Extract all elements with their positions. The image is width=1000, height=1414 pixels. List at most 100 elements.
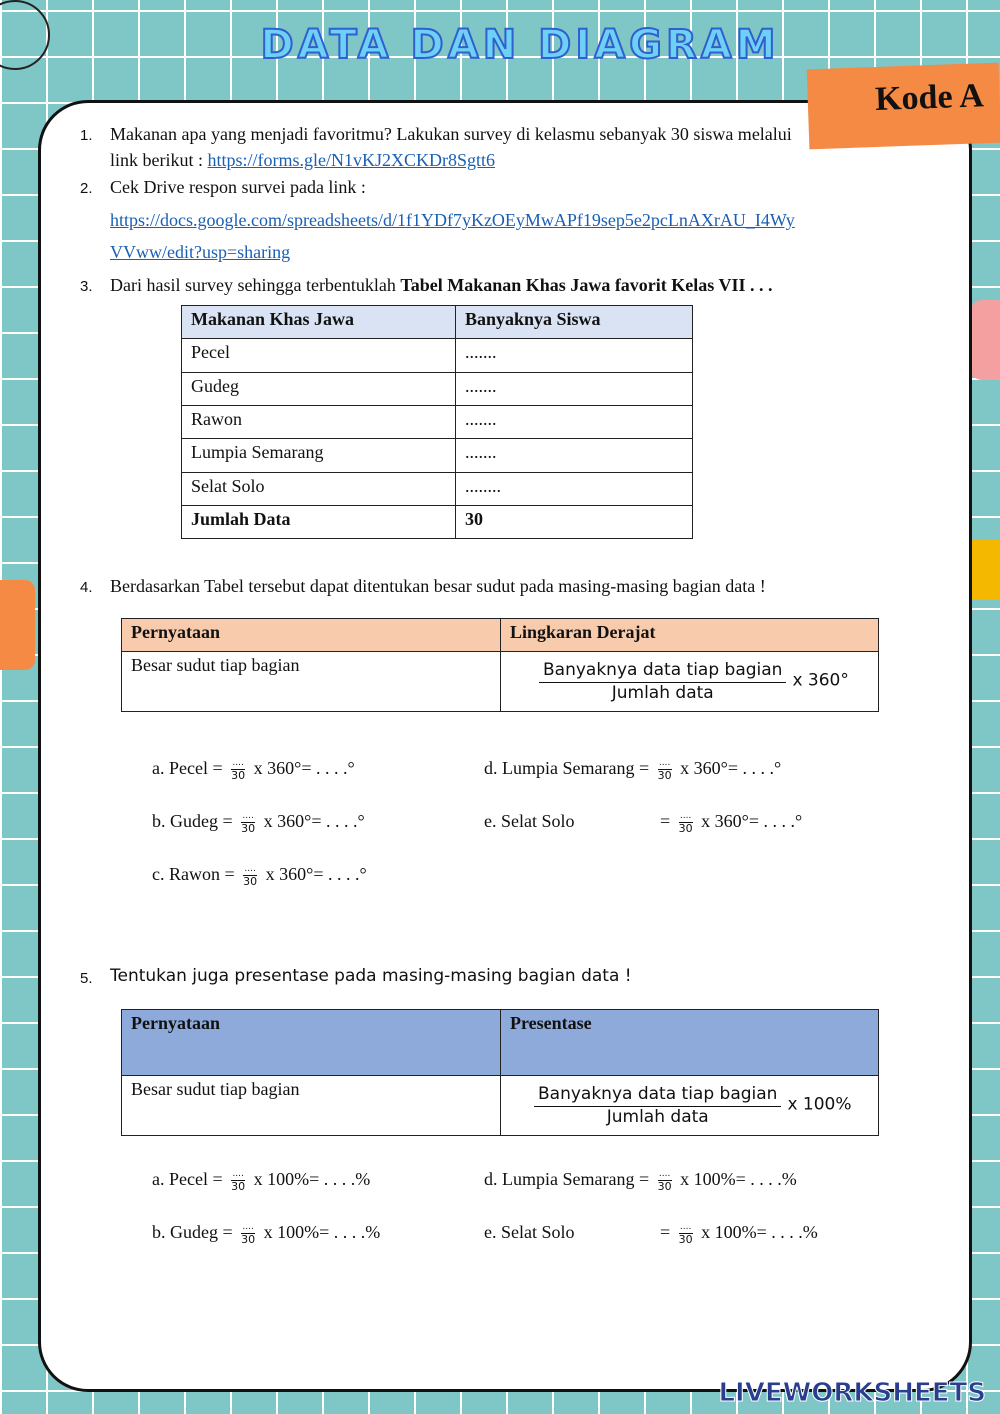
fraction: .... 30	[678, 1222, 693, 1245]
denominator: 30	[243, 875, 258, 889]
fraction: .... 30	[657, 758, 672, 783]
numerator-blank[interactable]: ....	[231, 758, 246, 771]
decoration-blob	[970, 300, 1000, 380]
numerator-blank[interactable]: ....	[243, 864, 258, 877]
percentage-table: Pernyataan Presentase Besar sudut tiap ba…	[121, 1009, 879, 1136]
formula-fraction: Banyaknya data tiap bagian Jumlah data	[539, 660, 787, 703]
formula-fraction: Banyaknya data tiap bagian Jumlah data	[534, 1084, 782, 1127]
q4-text: Berdasarkan Tabel tersebut dapat ditentu…	[110, 576, 766, 596]
forms-link[interactable]: https://forms.gle/N1vKJ2XCKDr8Sgtt6	[207, 150, 496, 170]
calc-item: e. Selat Solo = .... 30 x 360°= . . . .°	[484, 811, 802, 834]
header-cell: Pernyataan	[131, 1013, 220, 1033]
result-blank[interactable]: x 360°= . . . .°	[259, 811, 365, 831]
equals: =	[660, 1222, 675, 1242]
numerator: Banyaknya data tiap bagian	[539, 660, 787, 683]
cell[interactable]: .......	[455, 405, 693, 439]
numerator-blank[interactable]: ....	[657, 1169, 672, 1182]
cell[interactable]: .......	[455, 372, 693, 406]
denominator: 30	[657, 769, 672, 783]
factor: x 100%	[787, 1094, 852, 1115]
fraction: .... 30	[241, 811, 256, 836]
q1-text2: link berikut :	[110, 150, 208, 170]
fraction: .... 30	[243, 864, 258, 889]
q1-number: 1.	[80, 127, 93, 144]
denominator: 30	[231, 769, 246, 783]
table-row: Lumpia Semarang.......	[181, 438, 693, 473]
page-title: DATA DAN DIAGRAM	[259, 21, 780, 69]
fraction: .... 30	[231, 758, 246, 783]
result-blank[interactable]: x 100%= . . . .%	[696, 1222, 818, 1242]
cell: Besar sudut tiap bagian	[121, 1075, 501, 1136]
item-label: d. Lumpia Semarang =	[484, 758, 654, 778]
numerator-blank[interactable]: ....	[678, 1222, 693, 1235]
calc-item: e. Selat Solo = .... 30 x 100%= . . . .%	[484, 1222, 818, 1245]
table-row: Rawon.......	[181, 405, 693, 439]
calc-item: b. Gudeg = .... 30 x 100%= . . . .%	[152, 1222, 380, 1245]
equals: =	[660, 811, 675, 831]
calc-item: c. Rawon = .... 30 x 360°= . . . .°	[152, 864, 367, 887]
calc-item: b. Gudeg = .... 30 x 360°= . . . .°	[152, 811, 365, 834]
cell: Jumlah Data	[191, 509, 291, 529]
cell[interactable]: ........	[455, 472, 693, 506]
numerator-blank[interactable]: ....	[231, 1169, 246, 1182]
header-cell: Makanan Khas Jawa	[191, 309, 355, 329]
item-label: a. Pecel =	[152, 1169, 228, 1189]
result-blank[interactable]: x 360°= . . . .°	[696, 811, 803, 831]
q2-text: Cek Drive respon survei pada link :	[110, 177, 366, 197]
q4-number: 4.	[80, 579, 93, 596]
numerator-blank[interactable]: ....	[241, 1222, 256, 1235]
cell[interactable]: .......	[455, 438, 693, 473]
fraction: .... 30	[241, 1222, 256, 1245]
result-blank[interactable]: x 360°= . . . .°	[675, 758, 782, 778]
cell: Rawon	[181, 405, 456, 439]
table-header-row: Makanan Khas Jawa Banyaknya Siswa	[181, 305, 693, 339]
cell: Gudeg	[181, 372, 456, 406]
q3-text: Dari hasil survey sehingga terbentuklah	[110, 275, 401, 295]
cell: Pecel	[181, 338, 456, 373]
cell: Lumpia Semarang	[181, 438, 456, 473]
food-table: Makanan Khas Jawa Banyaknya Siswa Pecel..…	[181, 305, 693, 539]
result-blank[interactable]: x 360°= . . . .°	[249, 758, 355, 778]
cell[interactable]: .......	[455, 338, 693, 373]
denominator: 30	[678, 822, 693, 836]
spreadsheet-link-cont[interactable]: VVww/edit?usp=sharing	[110, 242, 291, 262]
item-label: a. Pecel =	[152, 758, 228, 778]
liveworksheets-logo: LIVEWORKSHEETS	[718, 1378, 987, 1409]
item-label: c. Rawon =	[152, 864, 240, 884]
q3-bold-text: Tabel Makanan Khas Jawa favorit Kelas VI…	[400, 275, 773, 295]
denominator: 30	[241, 822, 256, 836]
table-row: Pecel.......	[181, 338, 693, 373]
table-row: Gudeg.......	[181, 372, 693, 406]
total-row: Jumlah Data 30	[181, 505, 693, 539]
result-blank[interactable]: x 100%= . . . .%	[249, 1169, 371, 1189]
q1-text: Makanan apa yang menjadi favoritmu? Laku…	[110, 124, 792, 144]
code-label: Kode A	[874, 77, 985, 118]
calc-item: a. Pecel = .... 30 x 360°= . . . .°	[152, 758, 355, 781]
cell: Besar sudut tiap bagian	[121, 651, 501, 712]
item-label: e. Selat Solo	[484, 811, 575, 831]
numerator-blank[interactable]: ....	[657, 758, 672, 771]
item-label: b. Gudeg =	[152, 811, 238, 831]
q3-number: 3.	[80, 278, 93, 295]
header-cell: Pernyataan	[131, 622, 220, 642]
header-cell: Presentase	[510, 1013, 592, 1033]
item-label: e. Selat Solo	[484, 1222, 575, 1242]
result-blank[interactable]: x 100%= . . . .%	[259, 1222, 381, 1242]
angle-table: Pernyataan Lingkaran Derajat Besar sudut …	[121, 618, 879, 712]
spreadsheet-link[interactable]: https://docs.google.com/spreadsheets/d/1…	[110, 210, 795, 230]
numerator-blank[interactable]: ....	[241, 811, 256, 824]
fraction: .... 30	[657, 1169, 672, 1192]
calc-item: a. Pecel = .... 30 x 100%= . . . .%	[152, 1169, 370, 1192]
numerator-blank[interactable]: ....	[678, 811, 693, 824]
fraction: .... 30	[231, 1169, 246, 1192]
result-blank[interactable]: x 100%= . . . .%	[675, 1169, 797, 1189]
denominator: Jumlah data	[606, 1107, 709, 1127]
item-label: b. Gudeg =	[152, 1222, 238, 1242]
numerator: Banyaknya data tiap bagian	[534, 1084, 782, 1107]
result-blank[interactable]: x 360°= . . . .°	[261, 864, 367, 884]
denominator: Jumlah data	[611, 683, 714, 703]
header-cell: Banyaknya Siswa	[465, 309, 601, 329]
calc-item: d. Lumpia Semarang = .... 30 x 100%= . . …	[484, 1169, 797, 1192]
decoration-blob	[0, 580, 35, 670]
cell: Selat Solo	[181, 472, 456, 506]
